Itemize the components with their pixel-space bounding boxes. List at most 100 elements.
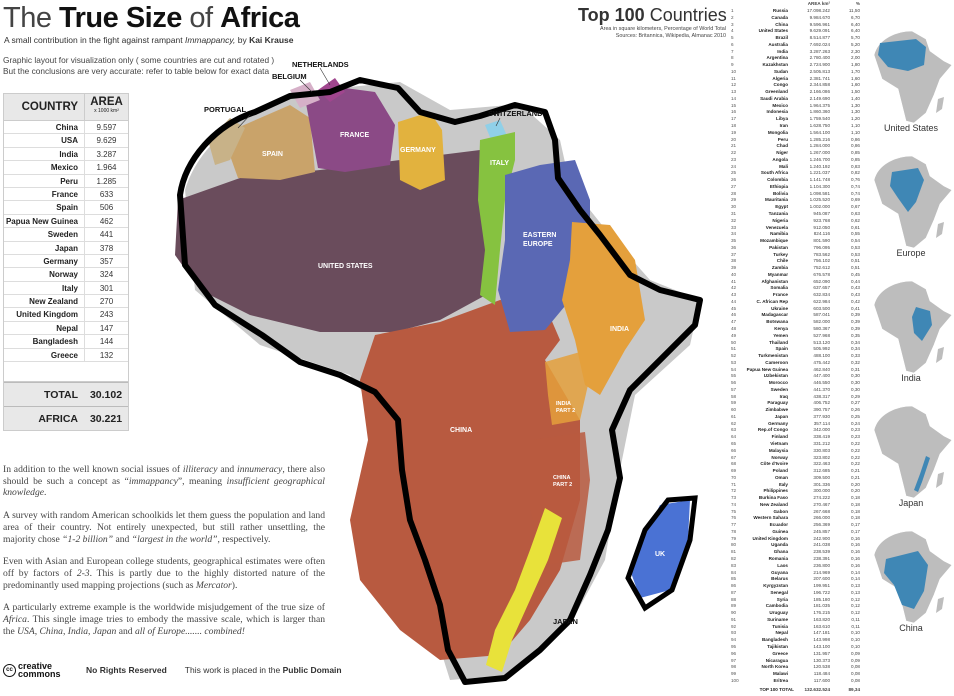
table-row: 65 Vietnam 331.212 0,22 xyxy=(731,441,860,446)
label-china-part2: CHINA xyxy=(553,475,570,481)
table-row: 98 North Korea 120.538 0,08 xyxy=(731,664,860,670)
label-india: INDIA xyxy=(610,326,629,333)
table-row: 42 Somalia 637.657 0,43 xyxy=(731,285,860,291)
table-row: Greece 132 xyxy=(4,348,128,363)
table-row: 40 Myanmar 676.578 0,45 xyxy=(731,271,860,277)
table-row: 36 Pakistan 796.095 0,53 xyxy=(731,244,860,250)
table-row: 60 Zimbabwe 390.757 0,26 xyxy=(731,407,860,413)
table-row: China 9.597 xyxy=(4,121,128,135)
table-row: 15 Mexico 1.964.375 1,30 xyxy=(731,102,860,108)
table-row: 6 Australia 7.692.024 5,20 xyxy=(731,41,860,47)
table-row: 31 Tanzania 945.087 0,63 xyxy=(731,210,860,216)
table-row: 10 Sudan 2.505.813 1,70 xyxy=(731,68,860,74)
table-row: 85 Belarus 207.600 0,14 xyxy=(731,576,860,582)
svg-text:PART 2: PART 2 xyxy=(556,408,575,414)
table-row: USA 9.629 xyxy=(4,134,128,148)
table-row: 72 Philippines 300.000 0,20 xyxy=(731,488,860,494)
table-row: Spain 506 xyxy=(4,201,128,215)
top100-total-row: TOP 100 TOTAL 132.632.524 89,34 xyxy=(759,686,860,692)
label-spain: SPAIN xyxy=(262,151,283,158)
table-row: 74 New Zealand 270.467 0,18 xyxy=(731,501,860,507)
svg-text:EUROPE: EUROPE xyxy=(523,241,553,248)
table-row: 21 Chad 1.284.000 0,86 xyxy=(731,143,860,149)
label-china: CHINA xyxy=(450,427,472,434)
table-row: United Kingdom 243 xyxy=(4,308,128,322)
usa-shape xyxy=(175,150,495,332)
label-italy: ITALY xyxy=(490,160,509,167)
table-row: 20 Peru 1.285.216 0,86 xyxy=(731,136,860,142)
table-row: 70 Oman 309.500 0,21 xyxy=(731,474,860,480)
label-india-part2: INDIA xyxy=(556,401,571,407)
table-row: 49 Yemen 527.968 0,35 xyxy=(731,332,860,338)
table-row: 7 India 3.287.263 2,30 xyxy=(731,48,860,54)
table-row: 96 Greece 131.957 0,09 xyxy=(731,650,860,656)
label-germany: GERMANY xyxy=(400,147,436,154)
spain-shape xyxy=(228,105,315,180)
table-row: 68 Côte d'Ivoire 322.463 0,22 xyxy=(731,461,860,467)
label-belgium: BELGIUM xyxy=(272,72,307,81)
table-row: 1 Russia 17.098.242 11,50 xyxy=(731,8,860,13)
table-row: 78 Guinea 245.857 0,17 xyxy=(731,528,860,534)
thumbnail-india: India xyxy=(868,275,954,383)
top100-header: AREA km²% xyxy=(807,1,860,6)
table-row: Mexico 1.964 xyxy=(4,161,128,175)
table-row: 54 Papua New Guinea 462.840 0,31 xyxy=(731,366,860,372)
table-row: Japan 378 xyxy=(4,241,128,255)
table-row: 61 Japan 377.930 0,25 xyxy=(731,413,860,419)
table-row: 64 Finland 338.419 0,23 xyxy=(731,434,860,440)
table-row: 39 Zambia 752.612 0,51 xyxy=(731,265,860,271)
label-netherlands: NETHERLANDS xyxy=(292,60,349,69)
table-row: 48 Kenya 580.367 0,39 xyxy=(731,325,860,331)
table-row: 45 Ukraine 603.500 0,41 xyxy=(731,305,860,311)
table-row: France 633 xyxy=(4,187,128,202)
table-row: 5 Brazil 8.514.877 5,70 xyxy=(731,35,860,41)
table-row: Papua New Guinea 462 xyxy=(4,214,128,229)
table-row: 14 Saudi Arabia 2.149.690 1,40 xyxy=(731,95,860,101)
thumbnail-japan: Japan xyxy=(868,400,954,508)
label-portugal: PORTUGAL xyxy=(204,105,247,114)
svg-text:PART 2: PART 2 xyxy=(553,482,572,488)
label-uk: UK xyxy=(655,551,665,558)
table-row: 77 Ecuador 256.369 0,17 xyxy=(731,522,860,528)
table-row: 67 Norway 323.802 0,22 xyxy=(731,454,860,460)
africa-row: AFRICA 30.221 xyxy=(4,406,128,431)
africa-japan-overlay-icon xyxy=(873,405,953,499)
table-row: 25 South Africa 1.221.037 0,82 xyxy=(731,170,860,176)
table-row: Italy 301 xyxy=(4,281,128,296)
table-row: 33 Venezuela 912.050 0,61 xyxy=(731,224,860,230)
table-row: India 3.287 xyxy=(4,147,128,162)
table-row: 44 C. African Rep 622.984 0,42 xyxy=(731,298,860,304)
table-row: 75 Gabon 267.668 0,18 xyxy=(731,508,860,514)
label-japan: JAPAN xyxy=(553,617,578,626)
table-row: 41 Afghanistan 652.090 0,44 xyxy=(731,278,860,284)
table-row: 90 Uruguay 176.215 0,12 xyxy=(731,610,860,616)
table-row: 47 Botswana 582.000 0,39 xyxy=(731,319,860,325)
table-row: 63 Rep.of Congo 342.000 0,23 xyxy=(731,427,860,433)
table-row: Sweden 441 xyxy=(4,228,128,242)
table-row: 86 Kyrgyzstan 199.951 0,13 xyxy=(731,583,860,589)
table-row: 93 Nepal 147.181 0,10 xyxy=(731,630,860,636)
table-row: 87 Senegal 196.722 0,13 xyxy=(731,589,860,595)
table-row: 89 Cambodia 181.035 0,12 xyxy=(731,603,860,609)
thumbnail-united-states: United States xyxy=(868,25,954,133)
label-france: FRANCE xyxy=(340,132,369,139)
thumbnail-china: China xyxy=(868,525,954,633)
table-row: 88 Syria 185.180 0,12 xyxy=(731,596,860,602)
table-row: Norway 324 xyxy=(4,268,128,282)
table-row: 81 Ghana 238.539 0,16 xyxy=(731,549,860,555)
germany-shape xyxy=(398,112,445,190)
table-row: 17 Libya 1.759.540 1,20 xyxy=(731,116,860,122)
table-row: 83 Laos 236.800 0,16 xyxy=(731,562,860,568)
table-row: 43 France 632.834 0,43 xyxy=(731,292,860,298)
table-row: Bangladesh 144 xyxy=(4,335,128,349)
table-row: 58 Iraq 438.317 0,29 xyxy=(731,393,860,399)
table-row: 53 Cameroon 475.442 0,32 xyxy=(731,359,860,365)
table-row: 24 Mali 1.240.192 0,83 xyxy=(731,163,860,169)
top100-table: AREA km²% 1 Russia 17.098.242 11,50 2 Canada 9… xyxy=(728,0,870,693)
table-row: 97 Nicaragua 130.373 0,09 xyxy=(731,657,860,663)
top100-subtitle: Area in square kilometers, Percentage of… xyxy=(600,26,726,39)
table-row: 71 Italy 301.336 0,20 xyxy=(731,481,860,487)
thumbnail-europe: Europe xyxy=(868,150,954,258)
paragraph: A particularly extreme example is the wo… xyxy=(3,602,325,637)
table-row: 69 Poland 312.685 0,21 xyxy=(731,468,860,474)
